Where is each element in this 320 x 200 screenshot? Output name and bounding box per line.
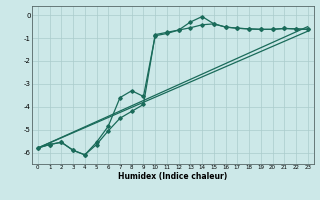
X-axis label: Humidex (Indice chaleur): Humidex (Indice chaleur): [118, 172, 228, 181]
